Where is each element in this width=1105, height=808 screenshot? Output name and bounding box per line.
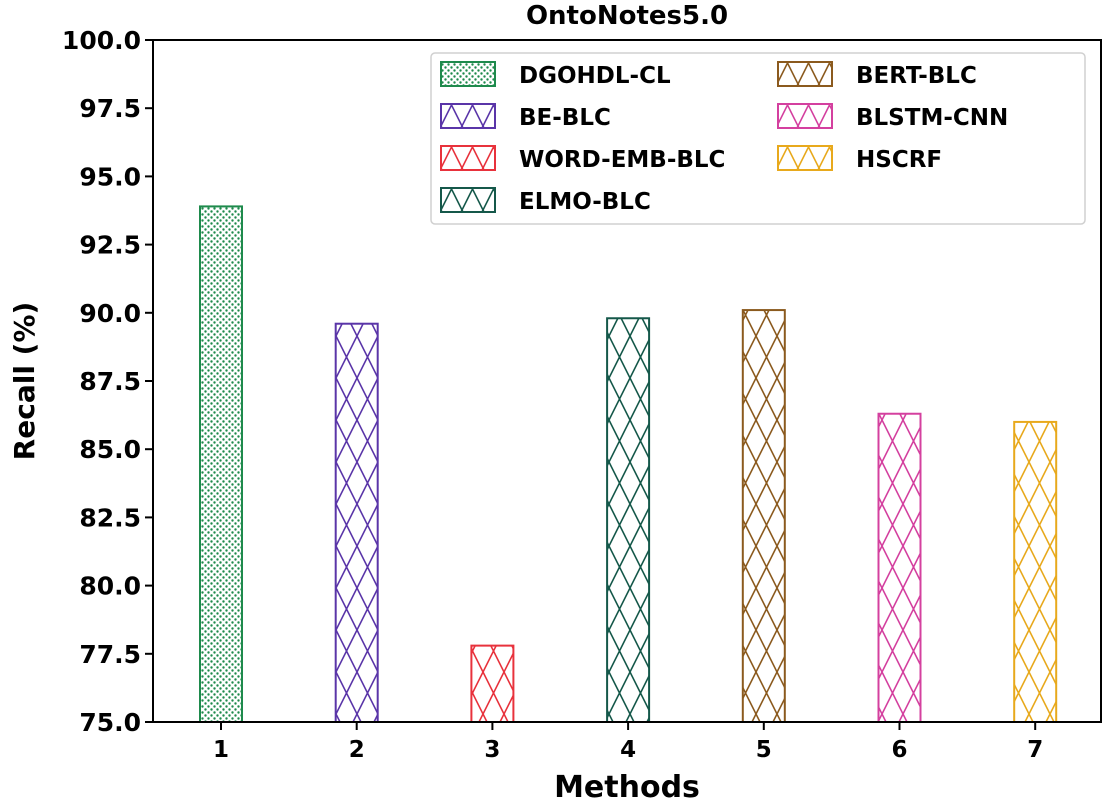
legend-swatch bbox=[777, 145, 833, 171]
legend-swatch bbox=[440, 61, 496, 87]
legend-label: BE-BLC bbox=[519, 105, 611, 131]
legend-swatch bbox=[440, 187, 496, 213]
legend-entry-elmo-blc: ELMO-BLC bbox=[440, 187, 651, 215]
legend-label: HSCRF bbox=[856, 147, 942, 173]
legend-entry-dgohdl-cl: DGOHDL-CL bbox=[440, 61, 671, 89]
x-tick-label: 7 bbox=[1027, 737, 1043, 763]
bar-dgohdl-cl bbox=[199, 205, 243, 723]
legend-label: BERT-BLC bbox=[856, 63, 977, 89]
legend-label: BLSTM-CNN bbox=[856, 105, 1008, 131]
x-axis-label: Methods bbox=[554, 770, 700, 804]
y-tick-label: 87.5 bbox=[79, 367, 141, 396]
legend-swatch bbox=[777, 61, 833, 87]
x-tick-label: 4 bbox=[620, 737, 636, 763]
legend-entry-bert-blc: BERT-BLC bbox=[777, 61, 977, 89]
y-tick-label: 97.5 bbox=[79, 94, 141, 123]
x-axis: 1 2 3 4 5 6 7 bbox=[213, 722, 1043, 763]
y-tick-label: 80.0 bbox=[79, 572, 141, 601]
bar-be-blc bbox=[334, 322, 379, 723]
legend-swatch bbox=[440, 145, 496, 171]
y-tick-label: 85.0 bbox=[79, 435, 141, 464]
legend: DGOHDL-CL BE-BLC WORD-EMB-BLC ELMO-BLC BERT-… bbox=[430, 52, 1086, 225]
y-tick-label: 75.0 bbox=[79, 708, 141, 737]
legend-label: ELMO-BLC bbox=[519, 189, 651, 215]
legend-entry-word-emb-blc: WORD-EMB-BLC bbox=[440, 145, 725, 173]
legend-label: DGOHDL-CL bbox=[519, 63, 671, 89]
y-tick-label: 82.5 bbox=[79, 503, 141, 532]
x-tick-label: 5 bbox=[756, 737, 772, 763]
y-tick-label: 77.5 bbox=[79, 640, 141, 669]
y-tick-label: 90.0 bbox=[79, 299, 141, 328]
legend-frame bbox=[430, 52, 1086, 225]
bars-layer bbox=[199, 205, 1058, 724]
bar-word-emb-blc bbox=[470, 644, 515, 724]
y-tick-label: 92.5 bbox=[79, 231, 141, 260]
y-tick-label: 100.0 bbox=[62, 26, 141, 55]
legend-entry-be-blc: BE-BLC bbox=[440, 103, 611, 131]
x-tick-label: 2 bbox=[349, 737, 365, 763]
bar-hscrf bbox=[1013, 420, 1058, 723]
x-tick-label: 3 bbox=[484, 737, 500, 763]
bar-bert-blc bbox=[741, 309, 786, 723]
legend-swatch bbox=[440, 103, 496, 129]
legend-entry-blstm-cnn: BLSTM-CNN bbox=[777, 103, 1008, 131]
y-axis: 75.0 77.5 80.0 82.5 85.0 87.5 90.0 92.5 95.0 97.5… bbox=[62, 26, 153, 737]
legend-label: WORD-EMB-BLC bbox=[519, 147, 725, 173]
x-tick-label: 6 bbox=[891, 737, 907, 763]
legend-entry-hscrf: HSCRF bbox=[777, 145, 942, 173]
x-tick-label: 1 bbox=[213, 737, 229, 763]
bar-blstm-cnn bbox=[877, 412, 922, 723]
chart-title: OntoNotes5.0 bbox=[526, 1, 728, 31]
legend-swatch bbox=[777, 103, 833, 129]
bar-elmo-blc bbox=[606, 317, 651, 723]
y-tick-label: 95.0 bbox=[79, 162, 141, 191]
y-axis-label: Recall (%) bbox=[8, 302, 41, 461]
